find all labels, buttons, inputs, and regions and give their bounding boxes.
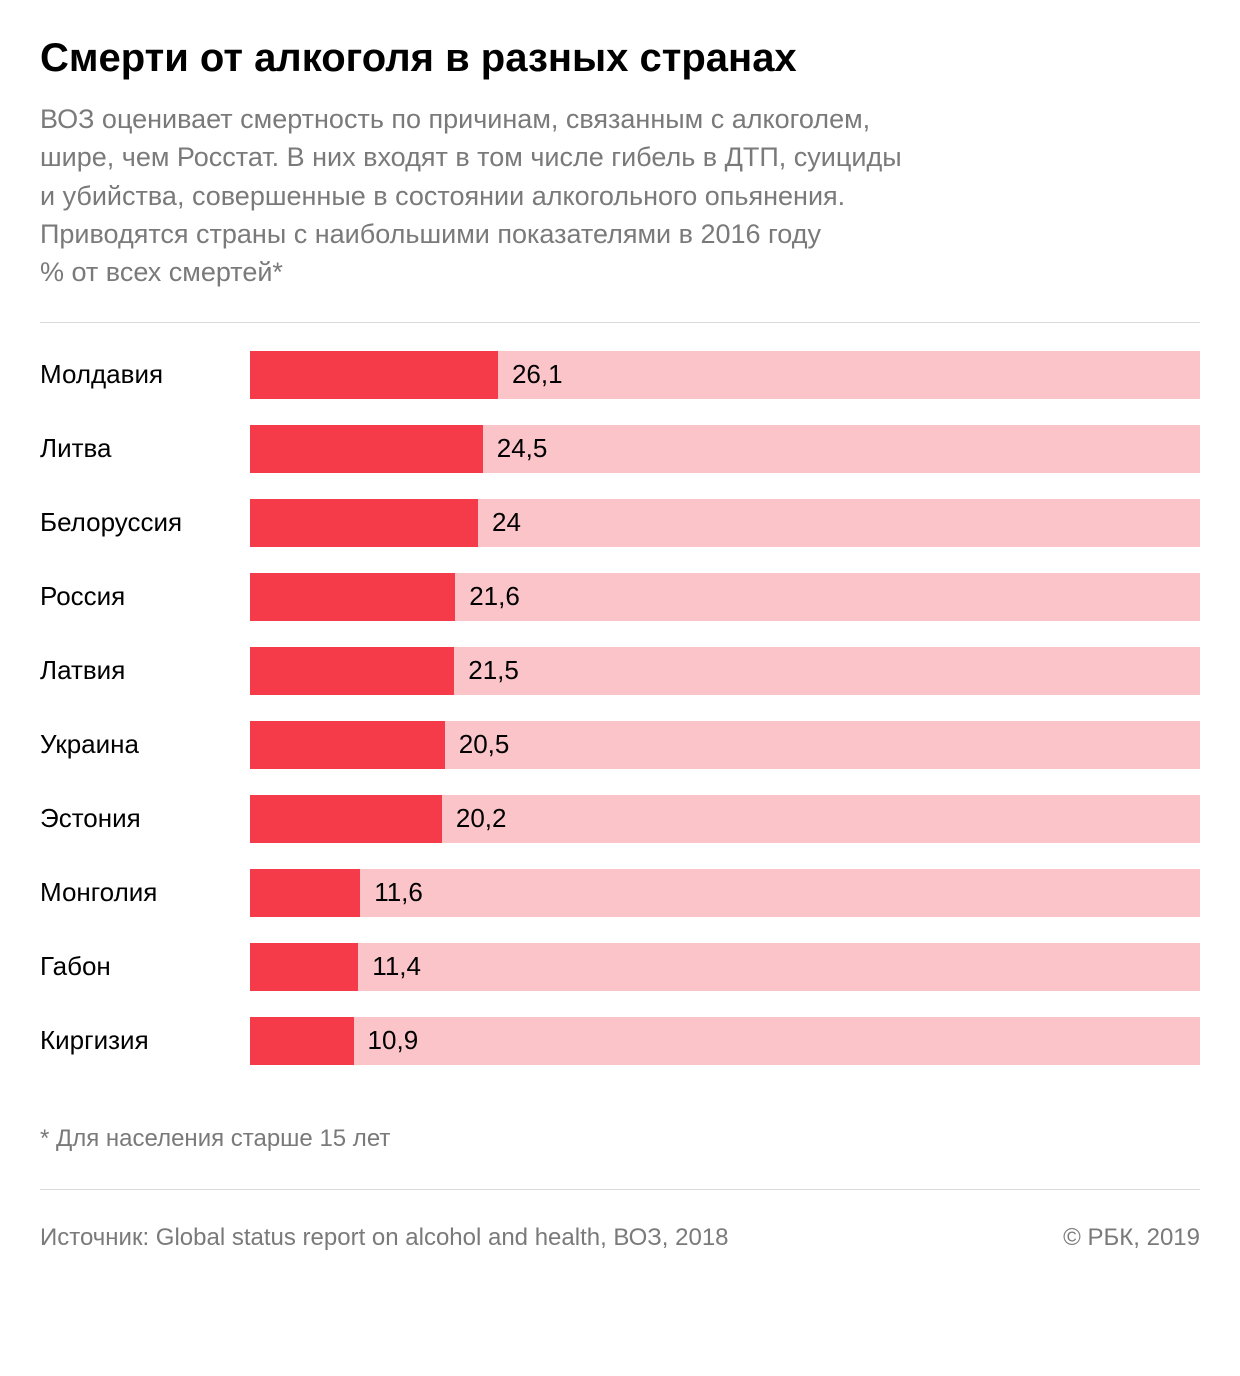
chart-row-value: 26,1 (498, 359, 563, 390)
source-text: Источник: Global status report on alcoho… (40, 1224, 729, 1252)
copyright-text: © РБК, 2019 (1063, 1224, 1200, 1252)
chart-row-value: 21,5 (454, 655, 519, 686)
chart-row: Литва 24,5 (40, 425, 1200, 473)
bar-wrap: 26,1 (250, 351, 1200, 399)
chart-row: Россия 21,6 (40, 573, 1200, 621)
bar-wrap: 24 (250, 499, 1200, 547)
bar-foreground (250, 647, 454, 695)
chart-row-value: 20,2 (442, 803, 507, 834)
chart-row-label: Киргизия (40, 1025, 250, 1056)
chart-row: Габон 11,4 (40, 943, 1200, 991)
chart-row: Монголия 11,6 (40, 869, 1200, 917)
chart-row-value: 20,5 (445, 729, 510, 760)
chart-row: Эстония 20,2 (40, 795, 1200, 843)
bar-wrap: 20,2 (250, 795, 1200, 843)
chart-row-label: Молдавия (40, 359, 250, 390)
chart-row-label: Белоруссия (40, 507, 250, 538)
bar-foreground (250, 499, 478, 547)
chart-row: Белоруссия 24 (40, 499, 1200, 547)
bar-wrap: 11,4 (250, 943, 1200, 991)
chart-row-value: 24 (478, 507, 521, 538)
footnote: * Для населения старше 15 лет (40, 1107, 1200, 1189)
footer: Источник: Global status report on alcoho… (40, 1190, 1200, 1252)
bar-foreground (250, 351, 498, 399)
chart-row-label: Россия (40, 581, 250, 612)
chart-row: Украина 20,5 (40, 721, 1200, 769)
chart-row: Латвия 21,5 (40, 647, 1200, 695)
chart-row-label: Латвия (40, 655, 250, 686)
bar-wrap: 10,9 (250, 1017, 1200, 1065)
chart-row-value: 21,6 (455, 581, 520, 612)
chart-row: Киргизия 10,9 (40, 1017, 1200, 1065)
chart-title: Смерти от алкоголя в разных странах (40, 34, 1200, 82)
bar-foreground (250, 869, 360, 917)
chart-row: Молдавия 26,1 (40, 351, 1200, 399)
chart-row-label: Украина (40, 729, 250, 760)
bar-wrap: 24,5 (250, 425, 1200, 473)
bar-wrap: 21,5 (250, 647, 1200, 695)
bar-wrap: 11,6 (250, 869, 1200, 917)
bar-wrap: 21,6 (250, 573, 1200, 621)
bar-foreground (250, 795, 442, 843)
bar-foreground (250, 1017, 354, 1065)
bar-foreground (250, 943, 358, 991)
bar-wrap: 20,5 (250, 721, 1200, 769)
chart-row-value: 11,4 (358, 951, 421, 982)
chart-row-value: 10,9 (354, 1025, 419, 1056)
bar-chart: Молдавия 26,1 Литва 24,5 Белоруссия 24 Россия 2… (40, 323, 1200, 1107)
chart-row-label: Монголия (40, 877, 250, 908)
chart-row-label: Габон (40, 951, 250, 982)
chart-subtitle: ВОЗ оценивает смертность по причинам, св… (40, 100, 1200, 292)
chart-row-value: 11,6 (360, 877, 423, 908)
chart-row-label: Эстония (40, 803, 250, 834)
bar-foreground (250, 573, 455, 621)
chart-row-label: Литва (40, 433, 250, 464)
chart-row-value: 24,5 (483, 433, 548, 464)
bar-foreground (250, 425, 483, 473)
bar-foreground (250, 721, 445, 769)
